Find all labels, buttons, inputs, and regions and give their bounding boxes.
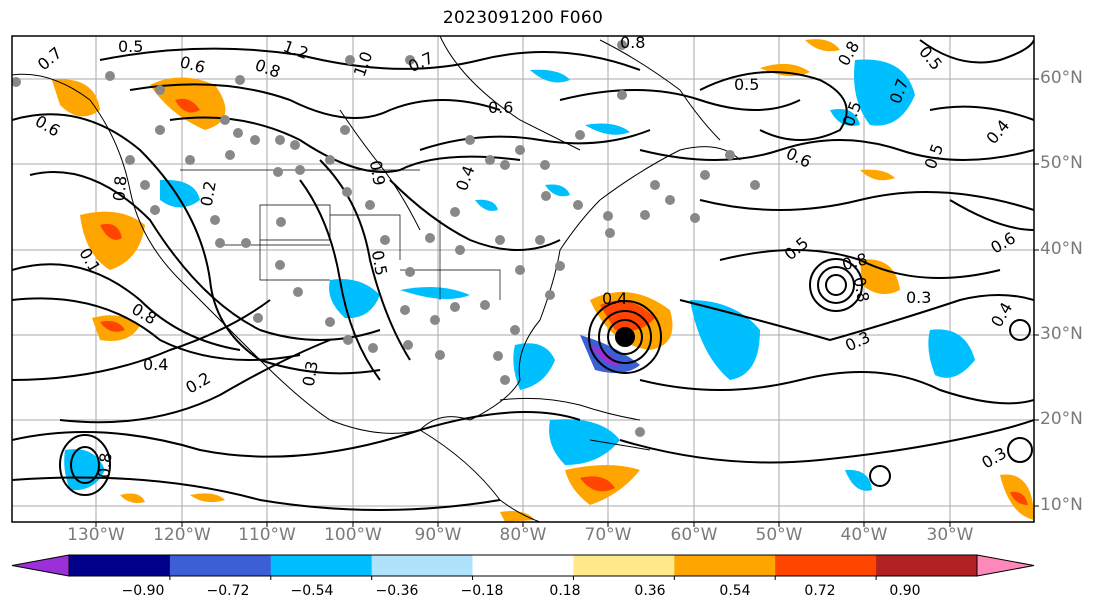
contour-label: 0.8 [94, 452, 115, 479]
axis-ticks [95, 78, 1039, 527]
contour-label: 0.6 [488, 98, 513, 117]
contour-label: 0.8 [850, 275, 873, 303]
station-markers [12, 40, 760, 437]
storm-center-marker [616, 328, 634, 346]
lon-label-60w: 60°W [670, 525, 718, 545]
shaded-negative-regions [64, 59, 975, 491]
lon-label-50w: 50°W [755, 525, 803, 545]
lat-label-10n: 10°N [1040, 495, 1083, 515]
colorbar-tick-label: 0.90 [889, 583, 921, 599]
contour-label: 0.8 [109, 175, 130, 202]
contour-lines [12, 39, 1034, 511]
contour-label: 0.4 [602, 289, 627, 308]
map-title: 2023091200 F060 [442, 8, 604, 28]
lat-label-20n: 20°N [1040, 409, 1083, 429]
lat-label-30n: 30°N [1040, 324, 1083, 344]
contour-label: 0.2 [197, 179, 220, 207]
contour-label: 0.5 [118, 37, 143, 56]
colorbar-tick-label: −0.36 [375, 583, 419, 599]
lon-label-70w: 70°W [584, 525, 632, 545]
lon-label-40w: 40°W [840, 525, 888, 545]
colorbar-tick-label: 0.18 [549, 583, 581, 599]
contour-label: 0.5 [368, 249, 391, 277]
contour-label: 0.4 [143, 355, 168, 374]
contour-label: 0.9 [366, 159, 389, 187]
contour-label: 0.3 [299, 359, 322, 387]
lon-label-80w: 80°W [499, 525, 547, 545]
colorbar-tick-label: 0.54 [719, 583, 751, 599]
lon-label-100w: 100°W [324, 525, 382, 545]
lon-label-30w: 30°W [926, 525, 974, 545]
lon-label-110w: 110°W [238, 525, 296, 545]
contour-label: 0.5 [734, 75, 759, 94]
lat-label-50n: 50°N [1040, 153, 1083, 173]
lat-label-60n: 60°N [1040, 68, 1083, 88]
colorbar-tick-label: −0.72 [206, 583, 250, 599]
colorbar-tick-label: 0.72 [804, 583, 836, 599]
colorbar-tick-label: −0.54 [290, 583, 334, 599]
contour-label: 0.8 [620, 33, 645, 52]
colorbar-tick-label: −0.90 [121, 583, 165, 599]
colorbar-tick-label: 0.36 [634, 583, 666, 599]
lon-label-90w: 90°W [414, 525, 462, 545]
lon-label-120w: 120°W [153, 525, 211, 545]
colorbar-tick-label: −0.18 [460, 583, 504, 599]
lon-label-130w: 130°W [67, 525, 125, 545]
lat-label-40n: 40°N [1040, 239, 1083, 259]
contour-label: 0.3 [906, 288, 931, 307]
